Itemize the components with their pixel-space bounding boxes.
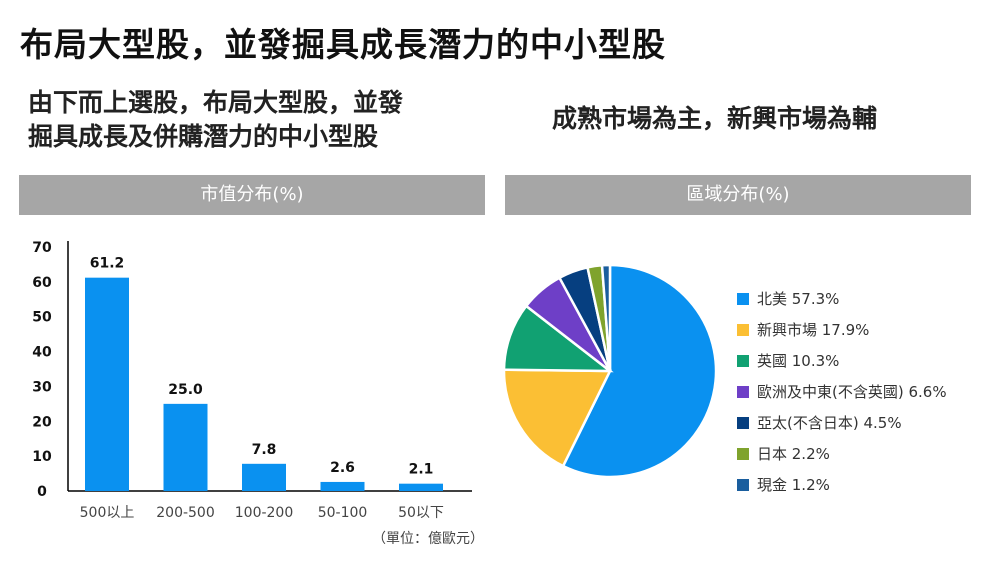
legend-swatch <box>737 385 749 398</box>
y-tick-label: 10 <box>32 449 52 465</box>
legend-swatch <box>737 478 749 491</box>
bar-chart: 0 10 20 30 40 50 60 70 61.2 500以上 25.0 200-500 7.8 10… <box>32 240 472 521</box>
subtitle-left-line2: 掘具成長及併購潛力的中小型股 <box>28 122 379 151</box>
legend-item: 亞太(不含日本) 4.5% <box>737 407 947 438</box>
subtitle-left: 由下而上選股，布局大型股，並發 掘具成長及併購潛力的中小型股 <box>28 86 468 154</box>
x-tick-label: 50以下 <box>398 505 444 521</box>
legend-item: 新興市場 17.9% <box>737 314 947 345</box>
bar-value-label: 61.2 <box>90 256 125 272</box>
bar-panel-header: 市值分布(%) <box>19 175 485 215</box>
bar <box>163 403 208 491</box>
legend-label: 亞太(不含日本) 4.5% <box>757 414 902 432</box>
x-tick-label: 100-200 <box>235 505 294 521</box>
legend-swatch <box>737 323 749 336</box>
subtitle-right: 成熟市場為主，新興市場為輔 <box>552 104 878 133</box>
legend-label: 現金 1.2% <box>757 476 830 494</box>
y-tick-label: 50 <box>32 310 52 326</box>
page-title: 布局大型股，並發掘具成長潛力的中小型股 <box>20 25 666 64</box>
legend-item: 日本 2.2% <box>737 438 947 469</box>
legend-label: 日本 2.2% <box>757 445 830 463</box>
legend-swatch <box>737 416 749 429</box>
y-tick-label: 40 <box>32 345 52 361</box>
pie-legend: 北美 57.3% 新興市場 17.9% 英國 10.3% 歐洲及中東(不含英國) 6.… <box>737 283 947 500</box>
legend-label: 英國 10.3% <box>757 352 840 370</box>
y-tick-label: 70 <box>32 240 52 256</box>
legend-swatch <box>737 447 749 460</box>
legend-item: 北美 57.3% <box>737 283 947 314</box>
bar <box>242 463 286 491</box>
bar-value-label: 2.1 <box>409 462 434 478</box>
pie-slice <box>502 368 612 468</box>
legend-label: 歐洲及中東(不含英國) 6.6% <box>757 383 947 401</box>
bar <box>399 483 443 491</box>
bar-value-label: 25.0 <box>168 382 203 398</box>
bar-value-label: 2.6 <box>330 460 355 476</box>
bar <box>85 277 129 491</box>
x-tick-label: 50-100 <box>318 505 368 521</box>
y-tick-label: 0 <box>37 484 47 500</box>
legend-item: 英國 10.3% <box>737 345 947 376</box>
bar-value-label: 7.8 <box>252 442 277 458</box>
pie-panel-header: 區域分布(%) <box>505 175 971 215</box>
pie-chart <box>502 263 718 479</box>
legend-label: 北美 57.3% <box>757 290 840 308</box>
x-tick-label: 500以上 <box>80 505 135 521</box>
y-tick-label: 20 <box>32 414 52 430</box>
bar <box>320 481 365 491</box>
subtitle-left-line1: 由下而上選股，布局大型股，並發 <box>28 88 404 117</box>
legend-label: 新興市場 17.9% <box>757 321 870 339</box>
y-tick-label: 60 <box>32 275 52 291</box>
pie-slice <box>561 263 718 479</box>
y-tick-label: 30 <box>32 379 52 395</box>
unit-note: （單位：億歐元） <box>372 531 484 547</box>
legend-item: 現金 1.2% <box>737 469 947 500</box>
pie-slice <box>600 263 612 372</box>
legend-swatch <box>737 292 749 305</box>
legend-item: 歐洲及中東(不含英國) 6.6% <box>737 376 947 407</box>
x-tick-label: 200-500 <box>156 505 215 521</box>
legend-swatch <box>737 354 749 367</box>
